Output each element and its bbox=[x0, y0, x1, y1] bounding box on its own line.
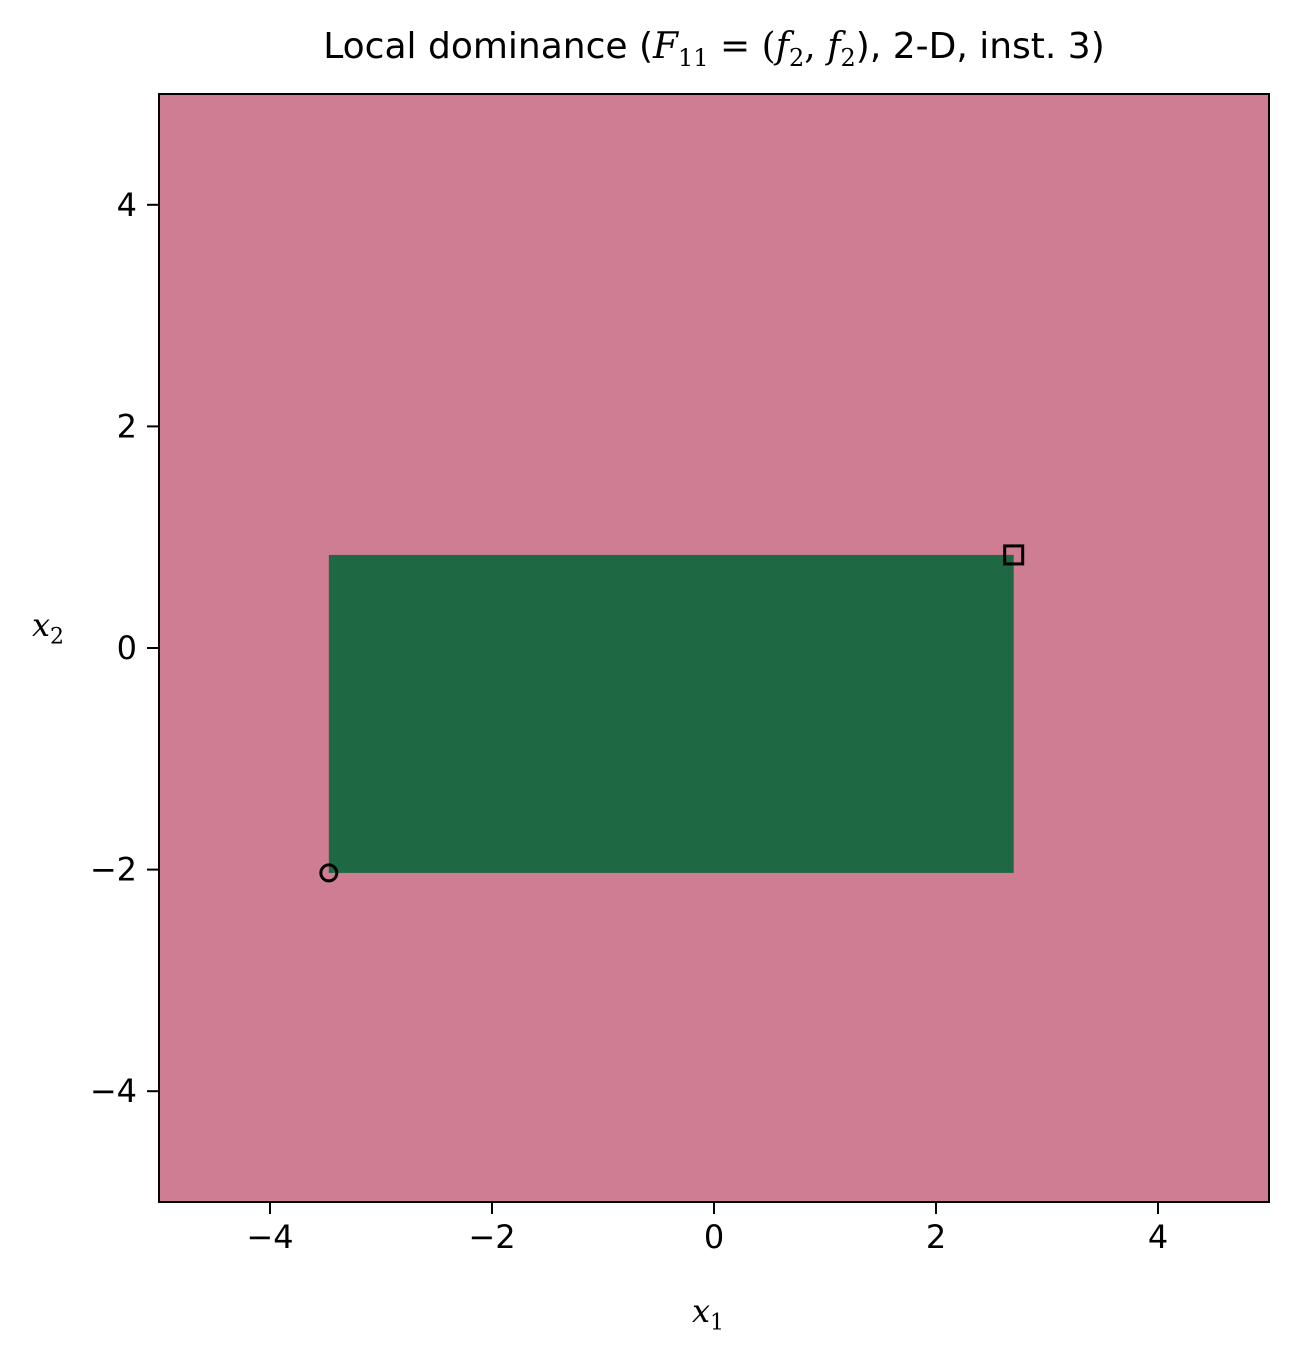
x-axis-label: x1 bbox=[692, 1292, 725, 1336]
chart-title: Local dominance (F11 = (f2, f2), 2-D, in… bbox=[323, 26, 1105, 73]
y-tick-label: 0 bbox=[117, 629, 137, 667]
marker-circle bbox=[319, 863, 339, 883]
y-tick-label: 4 bbox=[117, 186, 137, 224]
x-tick-label: −4 bbox=[246, 1218, 293, 1256]
x-tick-label: 4 bbox=[1148, 1218, 1168, 1256]
marker-square bbox=[1003, 544, 1025, 566]
y-tick-label: 2 bbox=[117, 407, 137, 445]
x-tick-label: 0 bbox=[704, 1218, 724, 1256]
dominance-region bbox=[328, 554, 1014, 873]
y-tick-label: −2 bbox=[90, 851, 137, 889]
x-axis-ticks: −4 −2 0 2 4 bbox=[246, 1202, 1168, 1256]
y-axis-ticks: −4 −2 0 2 4 bbox=[90, 186, 159, 1110]
x-tick-label: −2 bbox=[468, 1218, 515, 1256]
x-tick-label: 2 bbox=[926, 1218, 946, 1256]
markers bbox=[319, 544, 1025, 883]
y-axis-label: x2 bbox=[32, 606, 65, 650]
y-tick-label: −4 bbox=[90, 1072, 137, 1110]
